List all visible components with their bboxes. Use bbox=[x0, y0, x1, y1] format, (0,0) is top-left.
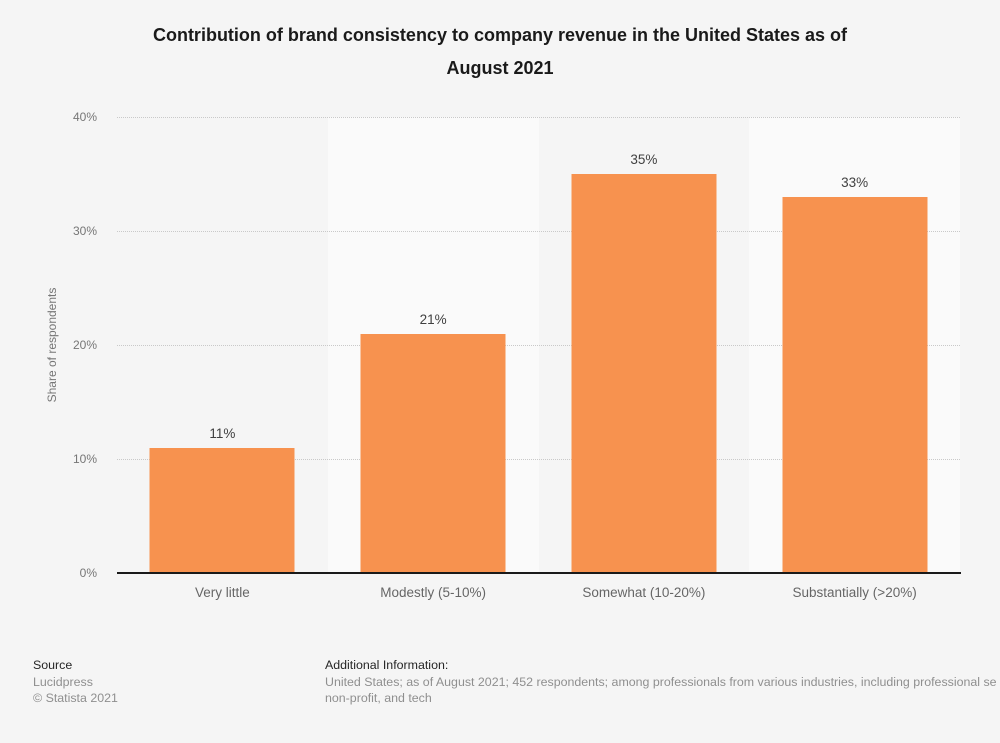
plot-area: 11% 21% 35% 33% bbox=[117, 117, 960, 573]
y-tick-label-20: 20% bbox=[72, 338, 97, 352]
x-axis-label-substantially-20: Substantially (>20%) bbox=[792, 585, 917, 600]
source-label: Source bbox=[33, 658, 73, 672]
plot-band-modestly-5-10: 21% bbox=[327, 117, 539, 573]
source-name: Lucidpress bbox=[33, 674, 93, 689]
y-tick-label-0: 0% bbox=[79, 566, 97, 580]
additional-info-line-2: non-profit, and tech bbox=[325, 691, 432, 705]
additional-info-line-1: United States; as of August 2021; 452 re… bbox=[325, 674, 997, 689]
bar-value-label-somewhat-10-20: 35% bbox=[630, 152, 658, 167]
x-axis-label-very-little: Very little bbox=[194, 585, 250, 600]
bar-modestly-5-10 bbox=[360, 333, 506, 573]
plot-band-very-little: 11% bbox=[117, 117, 328, 573]
bar-value-label-modestly-5-10: 21% bbox=[419, 311, 447, 327]
bar-value-label-very-little: 11% bbox=[209, 425, 236, 441]
plot-band-substantially-20: 33% bbox=[749, 117, 960, 573]
chart-title-line-1: Contribution of brand consistency to com… bbox=[152, 25, 848, 45]
x-axis-label-modestly-5-10: Modestly (5-10%) bbox=[380, 585, 487, 600]
bar-very-little bbox=[149, 447, 295, 573]
x-axis-labels: Very little Modestly (5-10%) Somewhat (10-… bbox=[117, 583, 960, 602]
copyright-notice: © Statista 2021 bbox=[33, 691, 118, 705]
bar-substantially-20 bbox=[782, 196, 928, 573]
source-block: Source Lucidpress © Statista 2021 bbox=[33, 657, 118, 707]
bar-somewhat-10-20 bbox=[571, 174, 717, 573]
chart-title-line-2: August 2021 bbox=[446, 58, 554, 78]
y-tick-label-40: 40% bbox=[72, 110, 97, 124]
additional-info-block: Additional Information: United States; a… bbox=[325, 657, 1000, 707]
plot-bands: 11% 21% 35% 33% bbox=[117, 117, 960, 573]
y-tick-label-10: 10% bbox=[72, 452, 97, 466]
y-tick-label-30: 30% bbox=[72, 224, 97, 238]
additional-info-label: Additional Information: bbox=[325, 658, 449, 672]
chart-title: Contribution of brand consistency to com… bbox=[0, 19, 1000, 85]
x-axis-line bbox=[117, 572, 961, 574]
x-axis-label-somewhat-10-20: Somewhat (10-20%) bbox=[582, 585, 706, 600]
y-axis-ticks: 0% 10% 20% 30% 40% bbox=[0, 110, 97, 580]
bar-value-label-substantially-20: 33% bbox=[841, 174, 869, 190]
plot-band-somewhat-10-20: 35% bbox=[539, 117, 750, 573]
